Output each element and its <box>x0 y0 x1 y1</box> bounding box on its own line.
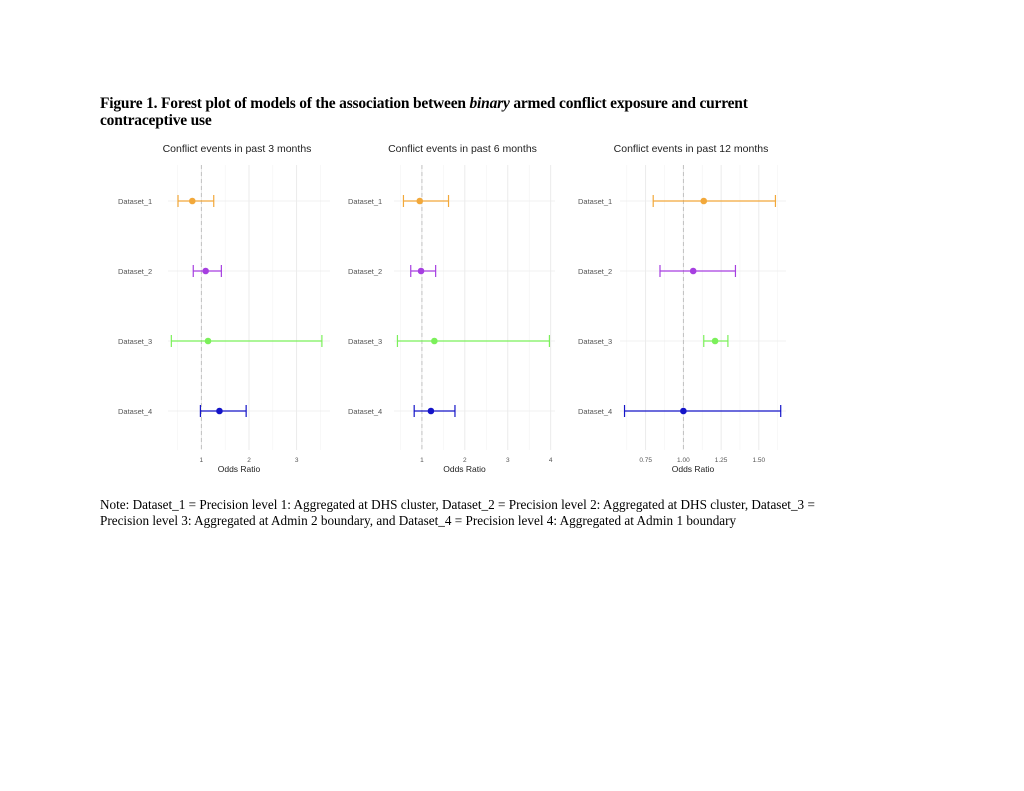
forest-panel-2: Conflict events in past 6 months 1 2 3 4 Data… <box>348 143 555 474</box>
x-tick-label: 1.50 <box>753 457 766 464</box>
x-tick-label: 2 <box>247 457 251 464</box>
estimate-point <box>417 267 425 275</box>
estimate-point <box>204 337 212 345</box>
estimate-point <box>689 267 697 275</box>
estimate-point <box>427 407 435 415</box>
y-category-label: Dataset_4 <box>348 407 382 416</box>
x-tick-label: 4 <box>549 457 553 464</box>
estimate-point <box>216 407 223 415</box>
figure-title: Figure 1. Forest plot of models of the a… <box>100 95 820 129</box>
x-tick-label: 0.75 <box>639 457 652 464</box>
y-category-label: Dataset_3 <box>348 337 382 346</box>
x-tick-label: 3 <box>506 457 510 464</box>
estimate-point <box>680 407 687 415</box>
title-text-end: armed conflict exposure and current cont… <box>100 95 748 129</box>
panel-title: Conflict events in past 6 months <box>388 143 537 155</box>
x-axis-label: Odds Ratio <box>672 464 715 474</box>
estimate-point <box>711 337 719 345</box>
y-category-label: Dataset_1 <box>578 197 612 206</box>
figure-note: Note: Dataset_1 = Precision level 1: Agg… <box>100 497 815 528</box>
panel-title: Conflict events in past 12 months <box>614 143 769 155</box>
x-tick-label: 1.00 <box>677 457 690 464</box>
y-category-label: Dataset_2 <box>118 267 152 276</box>
panel-title: Conflict events in past 3 months <box>163 143 312 155</box>
title-italic: binary <box>469 95 510 112</box>
y-category-label: Dataset_2 <box>348 267 382 276</box>
x-tick-label: 1 <box>200 457 204 464</box>
estimate-point <box>416 197 424 205</box>
x-tick-label: 1.25 <box>715 457 728 464</box>
x-tick-label: 1 <box>420 457 424 464</box>
y-category-label: Dataset_3 <box>118 337 152 346</box>
y-category-label: Dataset_4 <box>578 407 612 416</box>
y-category-label: Dataset_1 <box>348 197 382 206</box>
estimate-point <box>700 197 708 205</box>
forest-panel-1: Conflict events in past 3 months 1 2 3 Datas… <box>118 143 330 474</box>
x-axis-label: Odds Ratio <box>443 464 486 474</box>
estimate-point <box>202 267 209 275</box>
y-category-label: Dataset_2 <box>578 267 612 276</box>
forest-panel-3: Conflict events in past 12 months 0.75 1.0… <box>578 143 786 474</box>
estimate-point <box>189 197 196 205</box>
x-tick-label: 2 <box>463 457 467 464</box>
y-category-label: Dataset_4 <box>118 407 152 416</box>
estimate-point <box>431 337 438 345</box>
x-tick-label: 3 <box>295 457 299 464</box>
y-category-label: Dataset_1 <box>118 197 152 206</box>
y-category-label: Dataset_3 <box>578 337 612 346</box>
x-axis-label: Odds Ratio <box>218 464 261 474</box>
title-text: Figure 1. Forest plot of models of the a… <box>100 95 470 112</box>
